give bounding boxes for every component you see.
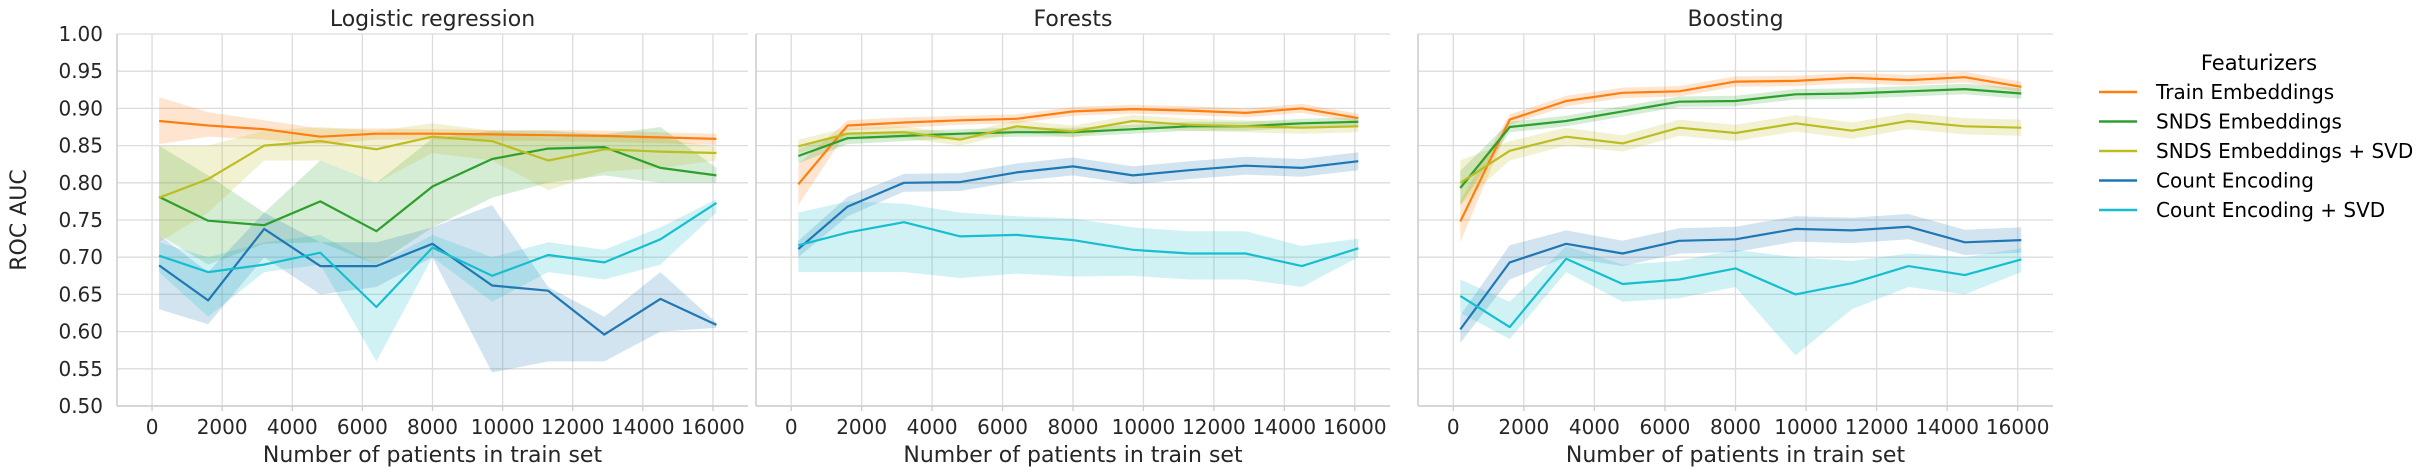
y-axis-label: ROC AUC: [7, 169, 32, 270]
x-axis-label: Number of patients in train set: [1566, 443, 1906, 468]
series-line: [158, 227, 717, 336]
legend-entry-label: SNDS Embeddings + SVD: [2156, 139, 2413, 163]
legend-entry-label: Count Encoding: [2156, 169, 2314, 193]
y-tick-label: 0.50: [58, 394, 103, 418]
ci-band: [159, 199, 717, 362]
panel-title: Forests: [1034, 7, 1113, 32]
x-tick-label: 14000: [1915, 415, 1979, 439]
y-tick-label: 0.65: [58, 282, 103, 306]
ci-band: [1460, 214, 2022, 343]
series-line: [158, 146, 717, 233]
series-line: [1459, 119, 2022, 184]
ci-band: [159, 123, 717, 243]
y-tick-label: 0.60: [58, 320, 103, 344]
x-tick-label: 16000: [1323, 415, 1387, 439]
x-tick-label: 12000: [1845, 415, 1909, 439]
series-line: [1459, 87, 2022, 189]
series-line: [798, 221, 1359, 268]
y-tick-label: 0.55: [58, 357, 103, 381]
y-tick-label: 0.90: [58, 96, 103, 120]
series-line: [1459, 76, 2022, 222]
x-tick-label: 6000: [337, 415, 388, 439]
series-line: [158, 135, 717, 199]
legend-entry-label: Count Encoding + SVD: [2156, 198, 2385, 222]
series-line: [1459, 225, 2022, 331]
x-tick-label: 10000: [471, 415, 535, 439]
ci-band: [798, 117, 1359, 164]
x-tick-label: 4000: [1569, 415, 1620, 439]
ci-band: [798, 152, 1359, 258]
legend-title: Featurizers: [2201, 51, 2317, 75]
y-tick-label: 0.75: [58, 208, 103, 232]
panel-3: 0 2000 4000 6000 8000 10000 12000 14000 16000 Num…: [1417, 7, 2053, 468]
x-tick-label: 2000: [836, 415, 887, 439]
x-axis-label: Number of patients in train set: [263, 443, 603, 468]
x-tick-label: 14000: [611, 415, 675, 439]
x-tick-label: 12000: [1182, 415, 1246, 439]
panel-1: 0 2000 4000 6000 8000 10000 12000 14000 16000 Num…: [116, 7, 748, 468]
panel-title: Logistic regression: [330, 7, 535, 32]
x-tick-label: 10000: [1112, 415, 1176, 439]
ci-band: [159, 127, 717, 265]
x-tick-label: 8000: [1710, 415, 1761, 439]
series-line: [1459, 257, 2022, 329]
legend: Featurizers Train Embeddings SNDS Embeddin…: [2099, 51, 2413, 222]
series-line: [158, 201, 717, 309]
ci-band: [798, 201, 1359, 287]
y-tick-label: 0.80: [58, 171, 103, 195]
x-tick-label: 6000: [977, 415, 1028, 439]
x-tick-label: 2000: [197, 415, 248, 439]
series-line: [158, 119, 717, 140]
x-tick-label: 12000: [541, 415, 605, 439]
x-tick-label: 0: [146, 415, 159, 439]
y-tick-label: 0.85: [58, 134, 103, 158]
series-line: [797, 107, 1359, 186]
series-line: [797, 160, 1359, 250]
x-tick-label: 8000: [1048, 415, 1099, 439]
ci-band: [159, 205, 717, 373]
y-tick-label: 0.70: [58, 245, 103, 269]
panel-title: Boosting: [1687, 7, 1783, 32]
ci-band: [1460, 112, 2022, 206]
legend-entry-label: SNDS Embeddings: [2156, 110, 2342, 134]
series-line: [798, 119, 1359, 148]
x-tick-label: 4000: [267, 415, 318, 439]
x-tick-label: 16000: [1986, 415, 2050, 439]
x-tick-label: 6000: [1639, 415, 1690, 439]
panel-2: 0 2000 4000 6000 8000 10000 12000 14000 16000 Num…: [755, 7, 1390, 468]
x-tick-label: 0: [785, 415, 798, 439]
x-tick-label: 2000: [1498, 415, 1549, 439]
y-tick-label: 0.95: [58, 59, 103, 83]
x-tick-label: 16000: [681, 415, 745, 439]
x-tick-label: 10000: [1774, 415, 1838, 439]
legend-entry-label: Train Embeddings: [2155, 80, 2334, 104]
x-axis-label: Number of patients in train set: [903, 443, 1243, 468]
x-tick-label: 8000: [407, 415, 458, 439]
x-tick-label: 14000: [1253, 415, 1317, 439]
y-tick-label: 1.00: [58, 22, 103, 46]
x-tick-label: 0: [1447, 415, 1460, 439]
x-tick-label: 4000: [907, 415, 958, 439]
